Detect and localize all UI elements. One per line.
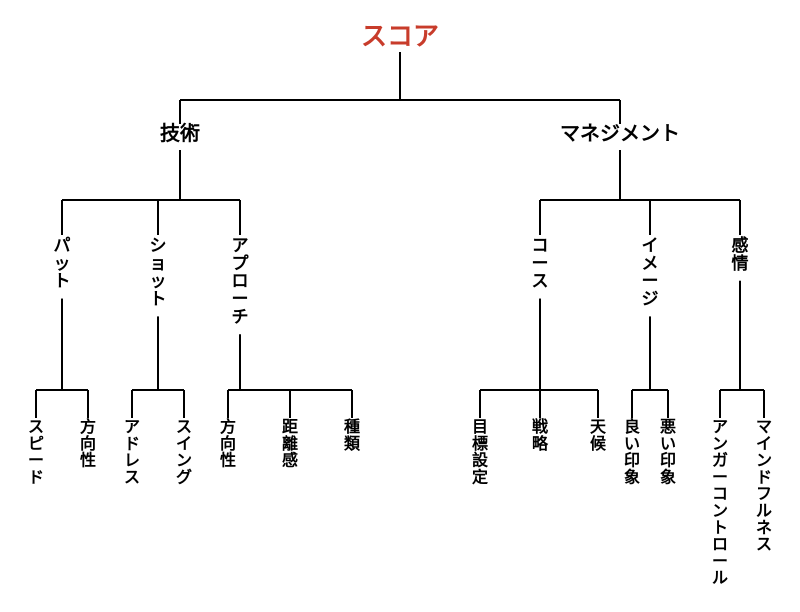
level2-node-putt: パット: [54, 236, 71, 291]
leaf-node: スイング: [176, 419, 192, 486]
leaf-node: 距離感: [282, 418, 298, 470]
leaf-nodes: スピード 方向性 アドレス スイング 方向性 距離感 種類 目標設定 戦略 天候 良い印象 悪い印象 ア…: [28, 417, 772, 587]
root-node: スコア: [361, 21, 439, 51]
leaf-node: 天候: [590, 419, 607, 453]
leaf-node: アドレス: [124, 419, 140, 486]
leaf-node: 目標設定: [471, 418, 489, 486]
level1-node-mgmt: マネジメント: [560, 122, 680, 145]
level2-nodes: パット ショット アプローチ コース イメージ 感情: [54, 235, 749, 326]
level1-node-tech: 技術: [160, 121, 200, 145]
level2-node-emotion: 感情: [732, 235, 749, 273]
tree-connectors: [36, 52, 764, 418]
level2-node-image: イメージ: [642, 236, 659, 309]
leaf-node: 種類: [343, 417, 361, 453]
level2-node-course: コース: [532, 236, 549, 291]
leaf-node: 良い印象: [624, 417, 640, 486]
leaf-node: 方向性: [80, 417, 96, 470]
level2-node-approach: アプローチ: [232, 236, 250, 326]
score-tree-diagram: スコア 技術 マネジメント パット ショット アプローチ コース イメージ 感情 スピード 方…: [0, 0, 800, 612]
leaf-node: アンガーコントロール: [712, 419, 728, 587]
leaf-node: 方向性: [220, 417, 236, 470]
leaf-node: マインドフルネス: [756, 419, 772, 554]
level1-nodes: 技術 マネジメント: [160, 121, 680, 145]
level2-node-shot: ショット: [150, 236, 167, 309]
leaf-node: スピード: [28, 419, 44, 486]
leaf-node: 戦略: [532, 417, 549, 453]
leaf-node: 悪い印象: [660, 418, 676, 486]
